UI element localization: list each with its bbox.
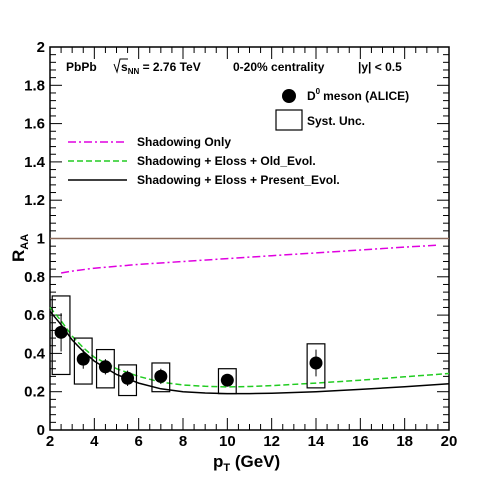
syst-box [51, 295, 71, 376]
syst-box [217, 368, 237, 395]
data-point [121, 371, 135, 385]
y-tick-label: 0.6 [24, 307, 45, 324]
y-axis-title: RAA [9, 234, 31, 262]
y-tick-label: 2 [37, 39, 45, 56]
header-energy-symbol: s [121, 60, 128, 74]
y-tick-label: 1.2 [24, 192, 45, 209]
y-ticks [50, 46, 449, 431]
y-tick-labels: 0 0.2 0.4 0.6 0.8 1 1.2 1.4 1.6 1.8 2 [24, 39, 46, 439]
legend-marker-data [282, 89, 296, 103]
data-point [220, 373, 234, 387]
y-tick-label: 0 [37, 422, 45, 439]
syst-boxes [51, 295, 326, 397]
x-tick-label: 14 [308, 433, 325, 450]
header-rapidity: |y| < 0.5 [358, 60, 402, 74]
data-point [154, 369, 168, 383]
x-tick-label: 6 [134, 433, 142, 450]
y-tick-label: 1.8 [24, 77, 45, 94]
x-axis-title: pT (GeV) [213, 452, 280, 474]
x-tick-label: 8 [179, 433, 187, 450]
data-points [54, 325, 323, 387]
x-tick-label: 20 [441, 433, 458, 450]
curve-line-1 [49, 306, 450, 388]
syst-box [151, 362, 171, 393]
syst-box [95, 348, 115, 389]
header-energy-sub: NN [128, 67, 140, 76]
x-tick-label: 2 [46, 433, 54, 450]
header-energy: sNN = 2.76 TeV [113, 58, 201, 76]
legend-label-syst: Syst. Unc. [307, 114, 365, 128]
x-tick-label: 12 [263, 433, 280, 450]
x-tick-label: 10 [219, 433, 236, 450]
header-energy-value: = 2.76 TeV [139, 60, 200, 74]
y-tick-label: 1 [37, 231, 45, 248]
legend-label-data: D0 meson (ALICE) [307, 87, 409, 103]
y-tick-label: 1.6 [24, 116, 45, 133]
syst-box [118, 364, 138, 397]
curve-line-2 [49, 310, 450, 395]
header-centrality: 0-20% centrality [233, 60, 325, 74]
header-system: PbPb [66, 60, 97, 74]
x-tick-labels: 2 4 6 8 10 12 14 16 18 20 [46, 433, 458, 450]
syst-box [73, 337, 93, 385]
legend-curve-label-1: Shadowing + Eloss + Old_Evol. [137, 154, 316, 168]
curve-line-0 [60, 244, 438, 274]
y-tick-label: 0.2 [24, 384, 45, 401]
curves-group [49, 244, 450, 395]
data-point [309, 356, 323, 370]
y-tick-label: 0.8 [24, 269, 45, 286]
data-point [76, 352, 90, 366]
svg-text:sNN = 2.76 TeV: sNN = 2.76 TeV [121, 60, 201, 76]
sqrt-sign-icon [113, 58, 128, 74]
y-tick-label: 0.4 [24, 345, 46, 362]
y-tick-label: 1.4 [24, 154, 46, 171]
legend-curves: Shadowing Only Shadowing + Eloss + Old_Ev… [68, 135, 340, 187]
legend-marker-syst [275, 109, 303, 131]
x-tick-label: 4 [90, 433, 99, 450]
x-ticks [49, 47, 450, 430]
legend-curve-label-0: Shadowing Only [137, 135, 231, 149]
data-point [98, 360, 112, 374]
x-tick-label: 16 [352, 433, 369, 450]
x-tick-label: 18 [396, 433, 413, 450]
legend-curve-label-2: Shadowing + Eloss + Present_Evol. [137, 173, 340, 187]
syst-box [306, 343, 326, 389]
data-point [54, 325, 68, 339]
